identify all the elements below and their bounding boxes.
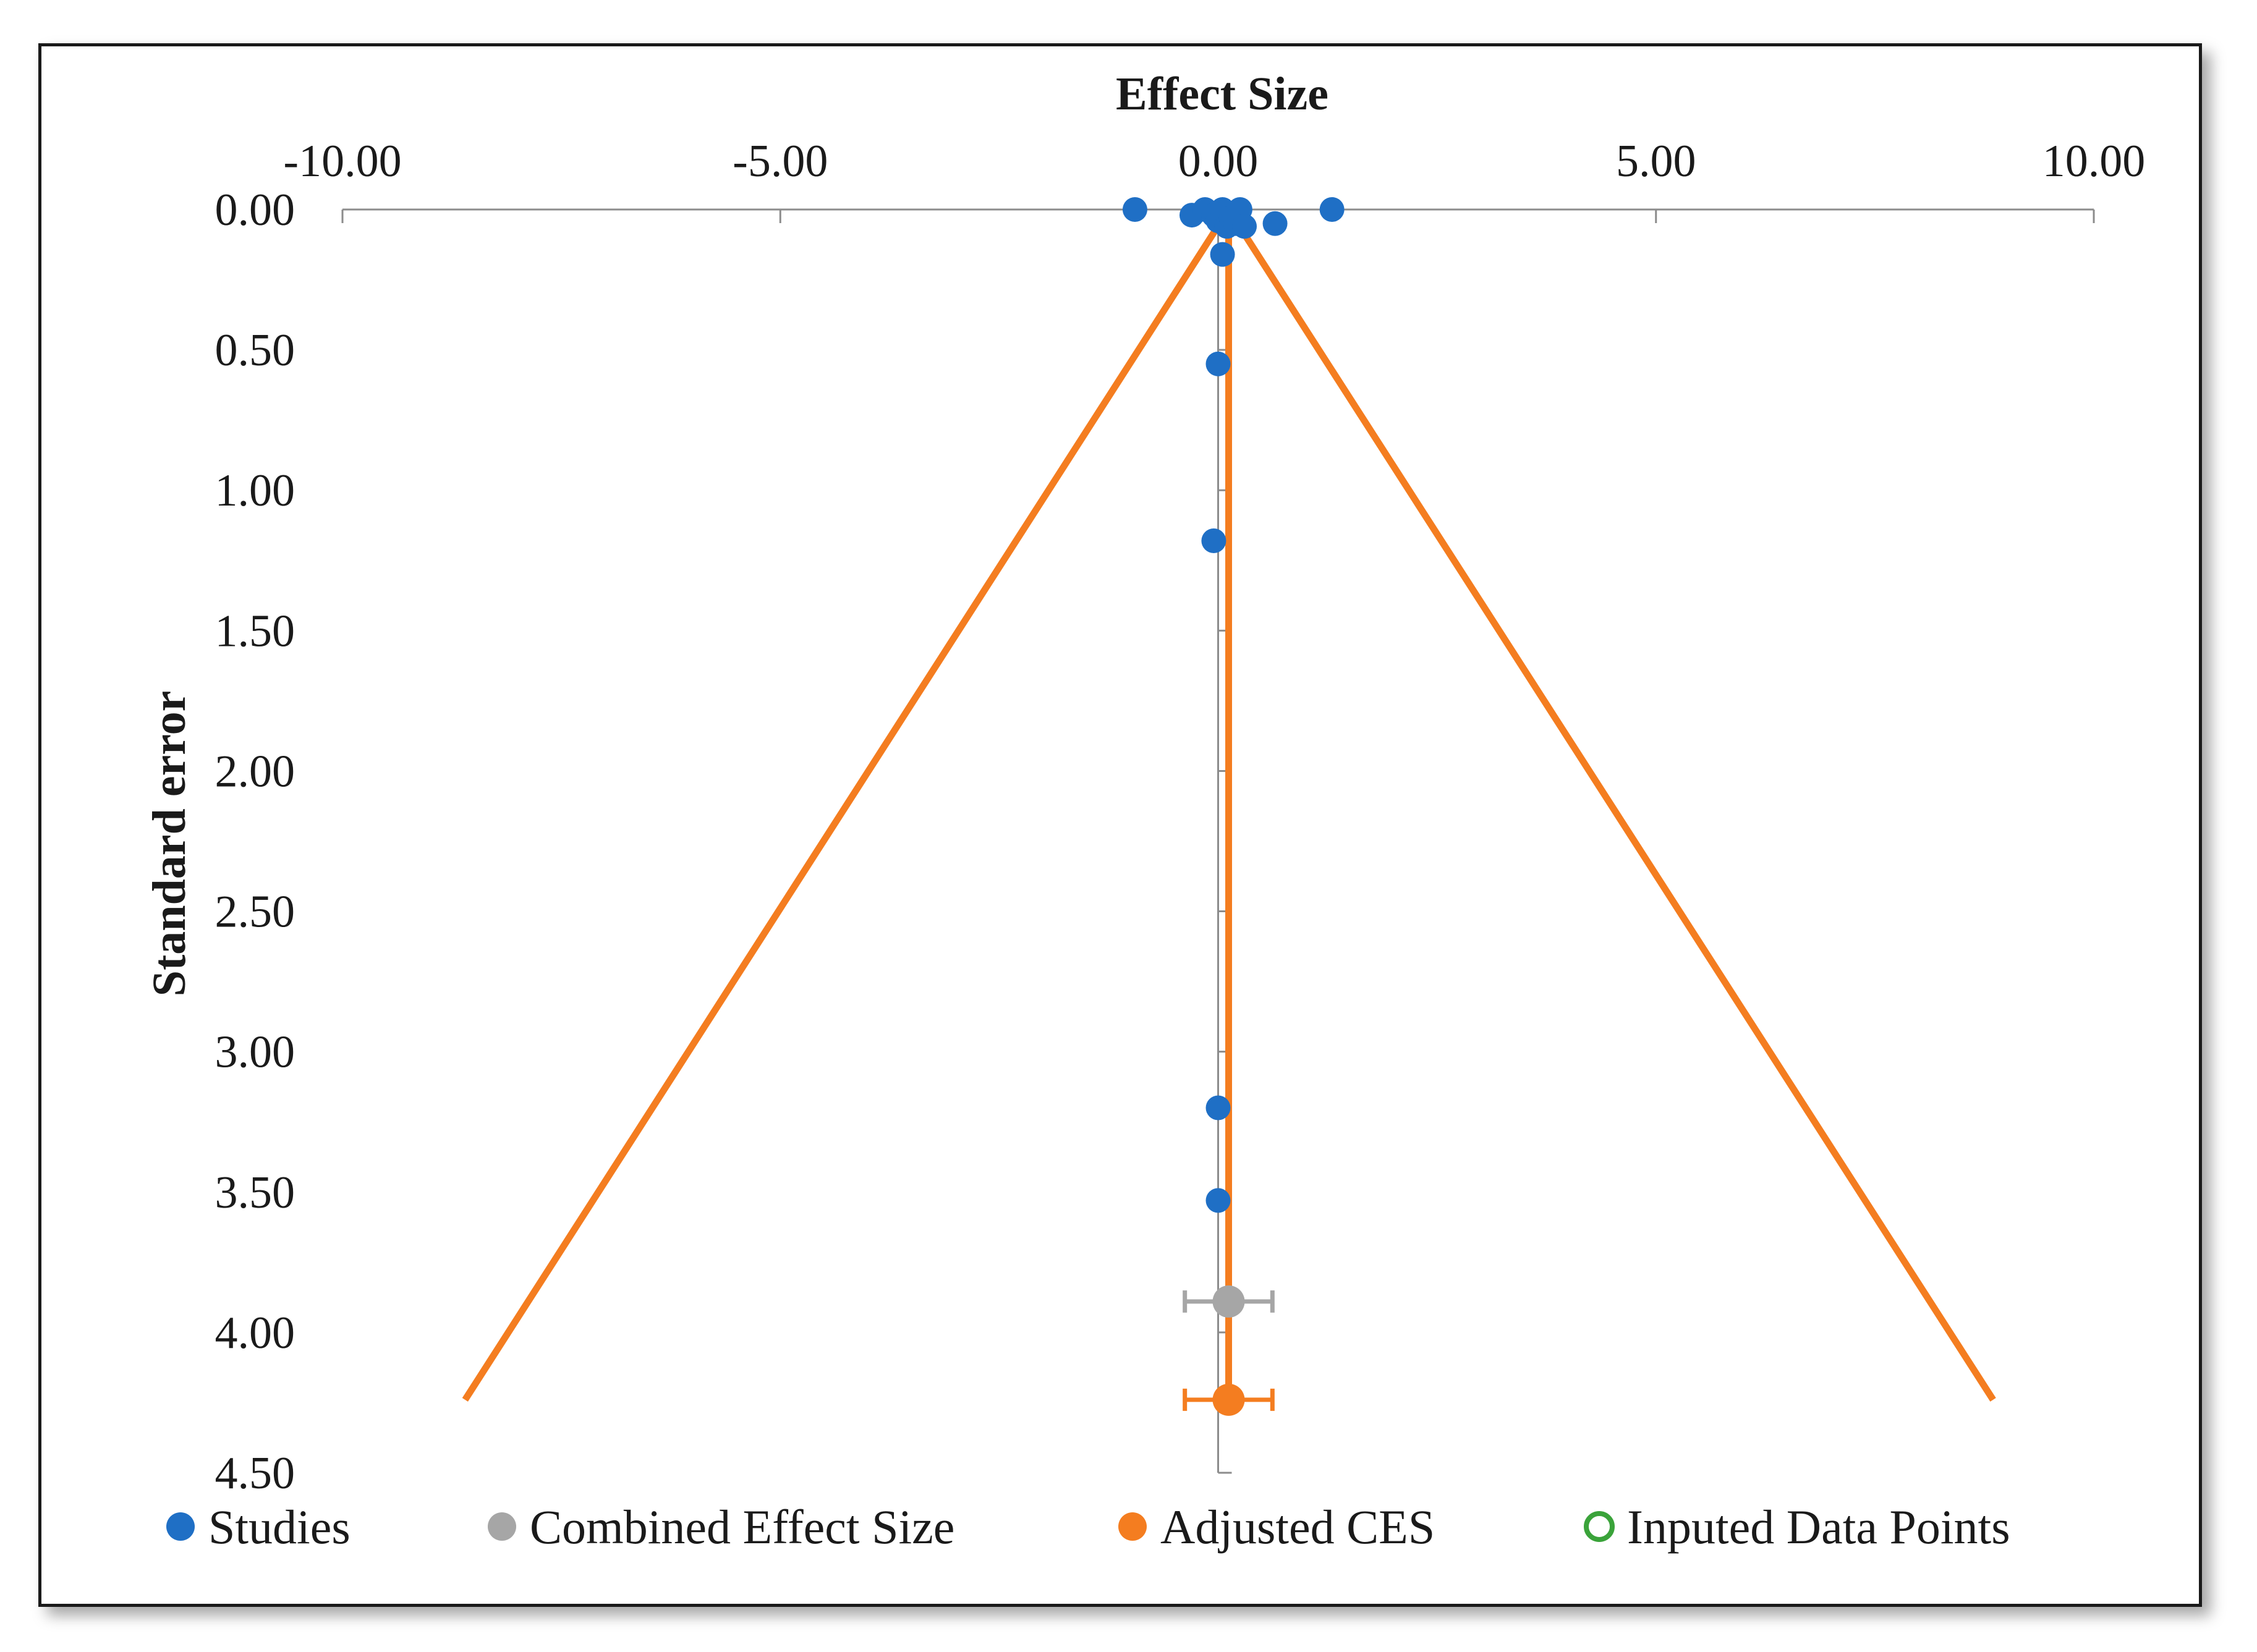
study-point	[1205, 1095, 1231, 1120]
y-tick-label: 0.50	[215, 325, 295, 376]
legend-marker-2	[1118, 1512, 1147, 1541]
study-point	[1231, 214, 1257, 239]
x-tick-label: -5.00	[733, 136, 828, 187]
axes: -10.00 -5.00 0.00 5.00 10.00 0.00 0.50 1.00 1.50…	[215, 136, 2146, 1499]
legend-label-0: Studies	[208, 1500, 351, 1554]
x-tick-label: 5.00	[1616, 136, 1696, 187]
study-point	[1201, 528, 1226, 553]
study-point	[1205, 351, 1231, 376]
legend-label-3: Inputed Data Points	[1627, 1500, 2010, 1554]
study-point	[1122, 197, 1147, 222]
adjusted-ces-point	[1212, 1383, 1245, 1416]
legend-marker-0	[166, 1512, 195, 1541]
y-tick-label: 1.50	[215, 606, 295, 656]
legend-label-2: Adjusted CES	[1160, 1500, 1435, 1554]
legend-label-1: Combined Effect Size	[530, 1500, 954, 1554]
y-tick-label: 3.50	[215, 1167, 295, 1218]
study-point	[1262, 211, 1288, 236]
funnel-right-line	[1225, 208, 1996, 1402]
study-point	[1205, 1188, 1231, 1213]
legend-marker-1	[488, 1512, 516, 1541]
chart-frame: -10.00 -5.00 0.00 5.00 10.00 0.00 0.50 1.00 1.50…	[38, 43, 2202, 1607]
study-point	[1319, 197, 1345, 222]
data-points	[1122, 197, 1345, 1416]
y-tick-label: 0.00	[215, 185, 295, 235]
y-tick-label: 2.00	[215, 746, 295, 797]
x-tick-label: 10.00	[2042, 136, 2146, 187]
x-axis-title: Effect Size	[1116, 68, 1328, 120]
funnel-left-line	[462, 208, 1232, 1402]
legend-marker-3	[1584, 1511, 1615, 1542]
y-tick-label: 1.00	[215, 465, 295, 516]
y-tick-label: 4.00	[215, 1308, 295, 1358]
combined-effect-size-point	[1212, 1285, 1245, 1318]
x-tick-label: -10.00	[283, 136, 401, 187]
y-tick-label: 4.50	[215, 1448, 295, 1499]
x-tick-label: 0.00	[1178, 136, 1259, 187]
y-tick-label: 3.00	[215, 1027, 295, 1078]
y-tick-label: 2.50	[215, 887, 295, 938]
legend: Studies Combined Effect Size Adjusted CES I…	[166, 1500, 2010, 1554]
y-axis-title: Standard error	[143, 691, 195, 997]
funnel-plot: -10.00 -5.00 0.00 5.00 10.00 0.00 0.50 1.00 1.50…	[143, 68, 2146, 1554]
funnel-lines	[462, 208, 1996, 1402]
study-point	[1210, 242, 1235, 267]
